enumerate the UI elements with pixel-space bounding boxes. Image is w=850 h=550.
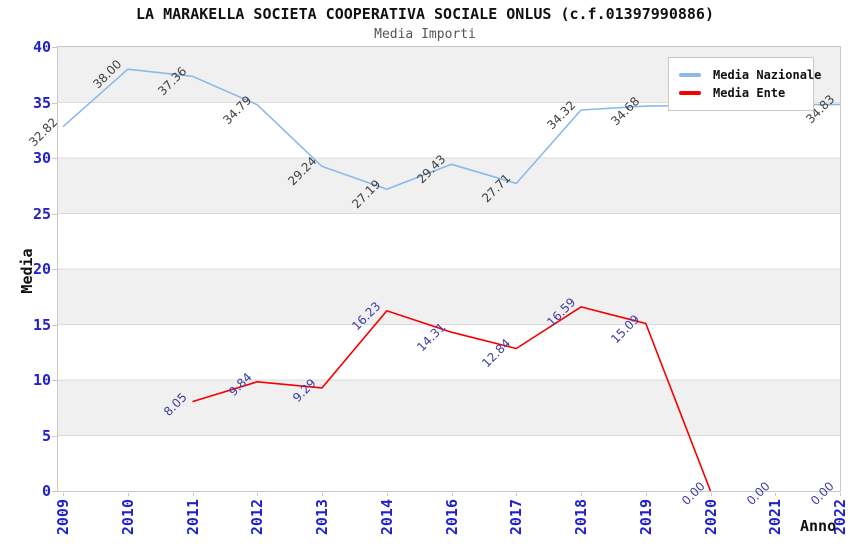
x-tick-mark — [127, 493, 129, 496]
x-tick-mark — [322, 493, 323, 496]
x-tick-label: 2018 — [572, 499, 590, 536]
data-label: 37.36 — [155, 64, 190, 99]
legend: Media Nazionale Media Ente — [668, 57, 821, 111]
data-label: 9.84 — [225, 369, 255, 399]
y-tick-mark — [52, 102, 57, 104]
data-label: 29.43 — [414, 152, 449, 187]
y-tick-label: 25 — [32, 204, 51, 223]
chart-plot-area — [57, 46, 841, 492]
data-label: 8.05 — [160, 389, 190, 419]
y-tick-label: 0 — [41, 482, 51, 500]
series-line-1 — [192, 306, 712, 491]
plot-svg — [58, 47, 840, 491]
y-tick-label: 10 — [32, 371, 51, 389]
y-tick-mark — [52, 269, 57, 270]
y-tick-mark — [52, 435, 57, 437]
y-tick-label: 30 — [32, 149, 51, 167]
x-tick-label: 2016 — [442, 499, 461, 536]
x-tick-label: 2012 — [248, 499, 267, 536]
line-swatch-ente-icon — [679, 91, 701, 95]
data-label: 14.31 — [414, 320, 449, 355]
y-tick-mark — [52, 324, 57, 326]
x-tick-mark — [710, 493, 712, 496]
y-tick-mark — [52, 213, 57, 215]
x-tick-mark — [63, 493, 64, 496]
data-label: 27.71 — [479, 171, 514, 206]
y-tick-mark — [52, 380, 57, 381]
y-tick-mark — [52, 158, 57, 159]
x-tick-mark — [257, 493, 259, 496]
y-tick-mark — [52, 491, 57, 492]
x-tick-label: 2011 — [183, 499, 202, 536]
x-tick-label: 2021 — [766, 499, 785, 536]
y-tick-label: 15 — [32, 315, 51, 334]
x-tick-mark — [516, 493, 518, 496]
data-label: 34.32 — [543, 98, 578, 133]
x-tick-mark — [840, 493, 841, 496]
x-tick-label: 2017 — [507, 499, 526, 536]
x-tick-label: 2019 — [636, 499, 655, 536]
data-label: 38.00 — [90, 57, 125, 92]
data-label: 34.79 — [220, 92, 255, 128]
data-label: 34.68 — [608, 94, 643, 129]
legend-entry-ente: Media Ente — [679, 85, 803, 101]
x-tick-mark — [451, 493, 453, 496]
x-tick-mark — [192, 493, 194, 496]
chart-title: LA MARAKELLA SOCIETA COOPERATIVA SOCIALE… — [136, 5, 714, 23]
x-tick-mark — [386, 493, 388, 496]
y-tick-label: 5 — [41, 426, 51, 445]
chart-subtitle: Media Importi — [374, 27, 476, 42]
x-tick-label: 2020 — [701, 499, 720, 536]
data-label: 12.84 — [479, 336, 514, 371]
data-label: 16.23 — [349, 298, 384, 334]
data-label-layer: 32.82 38.00 37.36 34.79 29.24 27.19 29.43 27.71… — [26, 47, 840, 508]
y-tick-label: 40 — [32, 38, 51, 56]
x-tick-label: 2014 — [377, 499, 396, 536]
x-axis-title: Anno — [800, 517, 837, 535]
data-label: 32.82 — [25, 114, 60, 149]
y-tick-mark — [52, 47, 57, 48]
y-tick-label: 20 — [32, 260, 51, 278]
x-tick-mark — [645, 493, 647, 496]
data-label: 29.24 — [284, 154, 319, 189]
line-swatch-nazionale-icon — [679, 73, 701, 77]
x-tick-label: 2009 — [54, 499, 72, 536]
legend-entry-nazionale: Media Nazionale — [679, 67, 821, 83]
x-tick-mark — [775, 493, 777, 496]
data-label: 16.59 — [543, 294, 578, 330]
x-tick-label: 2013 — [313, 499, 331, 536]
data-label: 15.09 — [608, 311, 643, 346]
y-tick-label: 35 — [32, 93, 51, 112]
x-tick-label: 2010 — [118, 499, 137, 536]
legend-label-ente: Media Ente — [713, 86, 786, 100]
y-axis-title: Media — [18, 248, 36, 294]
legend-label-nazionale: Media Nazionale — [713, 68, 822, 82]
x-tick-mark — [581, 493, 582, 496]
data-label: 9.29 — [290, 375, 319, 405]
data-label: 27.19 — [349, 177, 384, 212]
